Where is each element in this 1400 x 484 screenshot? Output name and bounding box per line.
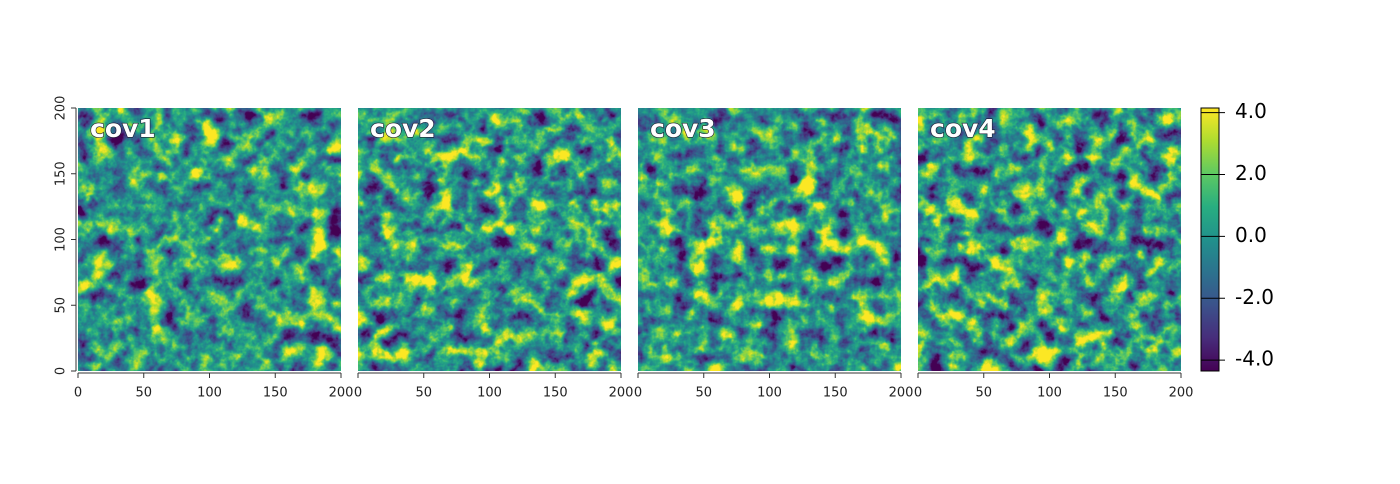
raster: [358, 108, 621, 371]
y-tick-label: 100: [54, 227, 69, 252]
x-tick-label: 100: [757, 386, 782, 401]
x-tick-label: 50: [135, 386, 152, 401]
raster: [918, 108, 1181, 371]
panel-title: cov2: [370, 114, 436, 143]
x-tick-label: 150: [823, 386, 848, 401]
y-tick-label: 50: [54, 297, 69, 314]
x-tick-label: 0: [914, 386, 922, 401]
y-tick-label: 150: [54, 161, 69, 186]
x-tick-label: 100: [197, 386, 222, 401]
raster: [638, 108, 901, 371]
x-tick-label: 100: [1037, 386, 1062, 401]
x-tick-label: 200: [609, 386, 634, 401]
colorbar-label: -2.0: [1235, 285, 1274, 309]
x-tick-label: 0: [354, 386, 362, 401]
x-tick-label: 50: [975, 386, 992, 401]
colorbar-label: -4.0: [1235, 347, 1274, 371]
x-tick-label: 50: [415, 386, 432, 401]
panel-title: cov4: [930, 114, 996, 143]
colorbar-label: 2.0: [1235, 161, 1267, 185]
x-tick-label: 150: [543, 386, 568, 401]
x-tick-label: 150: [1103, 386, 1128, 401]
x-tick-label: 50: [695, 386, 712, 401]
x-tick-label: 200: [329, 386, 354, 401]
y-tick-label: 200: [54, 96, 69, 121]
y-tick-label: 0: [54, 367, 69, 375]
x-tick-label: 0: [634, 386, 642, 401]
x-tick-label: 100: [477, 386, 502, 401]
colorbar: [1200, 107, 1220, 372]
raster: [78, 108, 341, 371]
panel-title: cov3: [650, 114, 716, 143]
x-tick-label: 0: [74, 386, 82, 401]
x-tick-label: 150: [263, 386, 288, 401]
x-tick-label: 200: [1169, 386, 1194, 401]
panel-title: cov1: [90, 114, 156, 143]
colorbar-label: 0.0: [1235, 223, 1267, 247]
x-tick-label: 200: [889, 386, 914, 401]
colorbar-label: 4.0: [1235, 99, 1267, 123]
